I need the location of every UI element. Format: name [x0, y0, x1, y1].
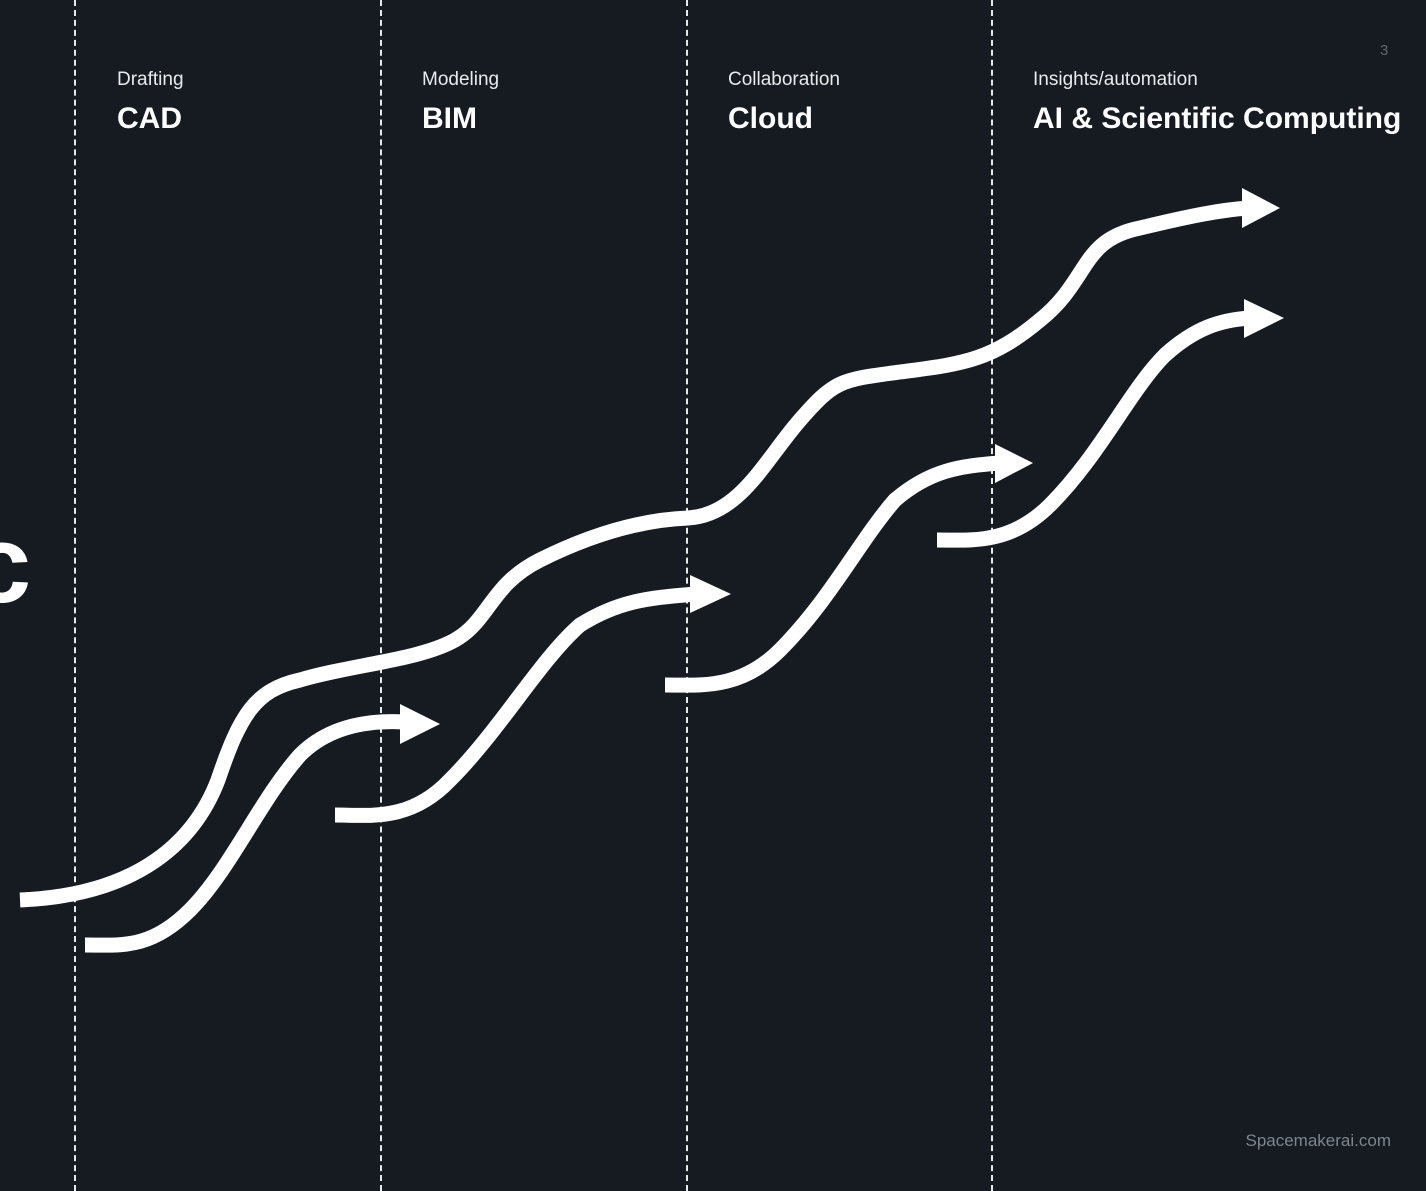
- s-curve-cad: [84, 714, 406, 953]
- cut-off-title-glyph: c: [0, 503, 32, 626]
- arrowhead-main: [1242, 188, 1280, 228]
- arrowhead-cad: [400, 704, 440, 744]
- growth-curve-main: [19, 200, 1249, 908]
- phase-subtitle: Modeling: [422, 69, 500, 90]
- phase-cad: Drafting CAD: [117, 68, 184, 136]
- page-number: 3: [1380, 42, 1389, 59]
- s-curve-bim: [334, 586, 696, 823]
- column-divider: [991, 0, 993, 1191]
- phase-subtitle: Collaboration: [728, 69, 840, 90]
- footer-site-url: Spacemakerai.com: [1245, 1131, 1391, 1150]
- arrowhead-ai: [1244, 299, 1284, 338]
- s-curve-cloud: [664, 455, 1001, 693]
- s-curve-ai: [936, 310, 1251, 548]
- phase-bim: Modeling BIM: [422, 68, 499, 136]
- phase-ai: Insights/automation AI & Scientific Comp…: [1033, 68, 1401, 136]
- arrowhead-cloud: [995, 444, 1033, 483]
- phase-title: Cloud: [728, 102, 813, 135]
- phase-title: CAD: [117, 102, 182, 135]
- phase-title: AI & Scientific Computing: [1033, 102, 1402, 135]
- phase-subtitle: Drafting: [117, 69, 184, 90]
- phase-cloud: Collaboration Cloud: [728, 68, 840, 136]
- phase-subtitle: Insights/automation: [1033, 69, 1198, 90]
- column-divider: [74, 0, 76, 1191]
- column-divider: [380, 0, 382, 1191]
- arrowhead-bim: [690, 575, 731, 613]
- phase-title: BIM: [422, 102, 477, 135]
